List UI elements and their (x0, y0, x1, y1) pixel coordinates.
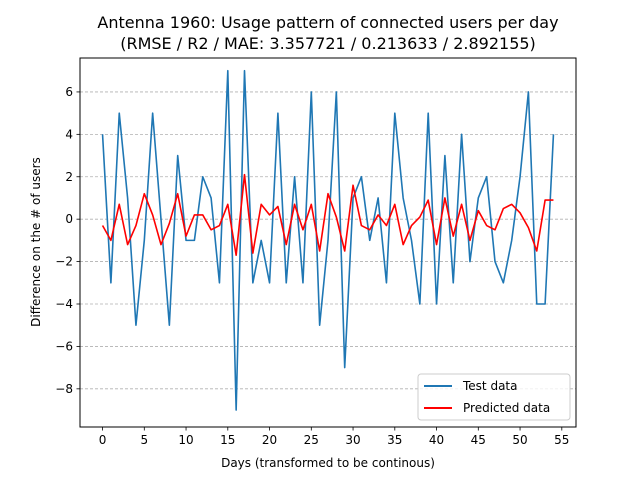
chart-subtitle: (RMSE / R2 / MAE: 3.357721 / 0.213633 / … (120, 34, 536, 53)
x-tick-label: 5 (140, 433, 148, 447)
legend-box (417, 373, 571, 421)
y-tick-label: 4 (65, 127, 73, 141)
x-tick-label: 40 (429, 433, 444, 447)
x-tick-label: 10 (178, 433, 193, 447)
y-tick-label: −8 (55, 382, 73, 396)
legend-label-predicted-data: Predicted data (463, 401, 550, 415)
x-tick-label: 0 (99, 433, 107, 447)
x-tick-label: 50 (512, 433, 527, 447)
x-tick-label: 45 (471, 433, 486, 447)
x-tick-label: 20 (262, 433, 277, 447)
x-axis-label: Days (transformed to be continous) (221, 456, 435, 470)
x-axis-ticks: 0 5 10 15 20 25 30 35 40 45 50 55 (99, 427, 569, 447)
y-tick-label: 6 (65, 85, 73, 99)
plot-frame (79, 57, 577, 428)
x-tick-label: 35 (387, 433, 402, 447)
chart-title: Antenna 1960: Usage pattern of connected… (97, 13, 558, 32)
x-tick-label: 25 (304, 433, 319, 447)
y-axis-ticks: −8 −6 −4 −2 0 2 4 6 (55, 85, 80, 396)
x-tick-label: 15 (220, 433, 235, 447)
y-tick-label: 2 (65, 170, 73, 184)
series-line-test-data (101, 69, 555, 411)
series-lines (101, 69, 555, 411)
series-line-predicted-data (101, 173, 554, 257)
y-axis-label: Difference on the # of users (29, 157, 43, 327)
y-tick-label: 0 (65, 212, 73, 226)
legend-label-test-data: Test data (462, 379, 517, 393)
x-tick-label: 55 (554, 433, 569, 447)
y-tick-label: −4 (55, 297, 73, 311)
grid-lines (80, 91, 576, 390)
legend: Test data Predicted data (417, 373, 571, 421)
y-tick-label: −2 (55, 255, 73, 269)
x-tick-label: 30 (345, 433, 360, 447)
y-tick-label: −6 (55, 339, 73, 353)
